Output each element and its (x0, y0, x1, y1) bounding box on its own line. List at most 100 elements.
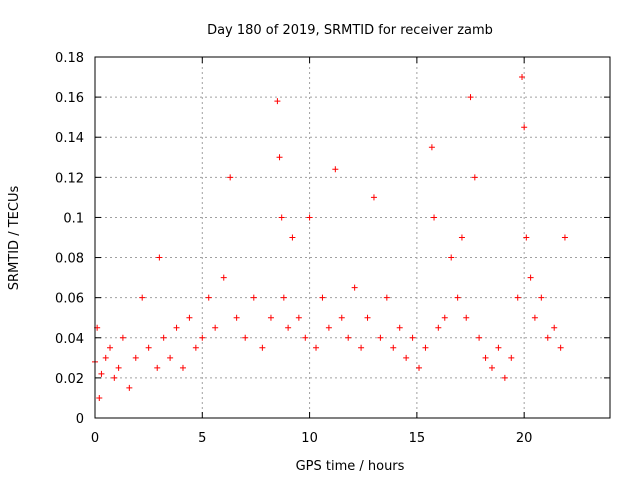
data-point (186, 314, 193, 321)
data-point (416, 364, 423, 371)
y-tick-label: 0.08 (55, 252, 84, 267)
data-point (274, 98, 281, 105)
data-point (227, 174, 234, 181)
data-point (370, 194, 377, 201)
data-point (488, 364, 495, 371)
data-point (259, 344, 266, 351)
y-tick-label: 0.18 (55, 51, 84, 66)
data-point (383, 294, 390, 301)
data-point (119, 334, 126, 341)
data-point (98, 370, 105, 377)
data-point (107, 344, 114, 351)
data-point (508, 354, 515, 361)
data-point (220, 274, 227, 281)
data-point (422, 344, 429, 351)
data-point (313, 344, 320, 351)
plot-frame (94, 56, 611, 419)
data-point (514, 294, 521, 301)
data-point (435, 324, 442, 331)
x-tick-label: 0 (91, 431, 99, 446)
data-point (295, 314, 302, 321)
data-point (156, 254, 163, 261)
y-axis-ticks: 0 0.02 0.04 0.06 0.08 0.1 0.12 0.14 0.16 0.18 (55, 51, 610, 427)
data-point (154, 364, 161, 371)
x-tick-label: 5 (198, 431, 206, 446)
data-point (463, 314, 470, 321)
data-point (173, 324, 180, 331)
data-point (454, 294, 461, 301)
data-point (306, 214, 313, 221)
data-point (345, 334, 352, 341)
data-point (233, 314, 240, 321)
data-point (519, 74, 526, 81)
data-points (92, 74, 568, 401)
data-point (192, 344, 199, 351)
x-axis-ticks: 0 5 10 15 20 (91, 57, 533, 446)
data-point (242, 334, 249, 341)
data-point (377, 334, 384, 341)
data-point (482, 354, 489, 361)
data-point (501, 374, 508, 381)
data-point (111, 374, 118, 381)
data-point (557, 344, 564, 351)
data-point (467, 94, 474, 101)
y-tick-label: 0.16 (55, 91, 84, 106)
data-point (145, 344, 152, 351)
data-point (276, 154, 283, 161)
data-point (139, 294, 146, 301)
x-tick-label: 15 (409, 431, 426, 446)
data-point (471, 174, 478, 181)
data-point (431, 214, 438, 221)
data-point (302, 334, 309, 341)
y-tick-label: 0.06 (55, 292, 84, 307)
data-point (267, 314, 274, 321)
data-point (289, 234, 296, 241)
data-point (280, 294, 287, 301)
data-point (544, 334, 551, 341)
data-point (523, 234, 530, 241)
data-point (199, 334, 206, 341)
data-point (126, 384, 133, 391)
data-point (319, 294, 326, 301)
data-point (561, 234, 568, 241)
data-point (448, 254, 455, 261)
data-point (538, 294, 545, 301)
data-point (351, 284, 358, 291)
data-point (476, 334, 483, 341)
data-point (551, 324, 558, 331)
data-point (441, 314, 448, 321)
data-point (332, 166, 339, 173)
grid (95, 57, 610, 418)
y-tick-label: 0.02 (55, 372, 84, 387)
data-point (531, 314, 538, 321)
data-point (212, 324, 219, 331)
x-axis-label: GPS time / hours (296, 459, 405, 474)
data-point (250, 294, 257, 301)
data-point (115, 364, 122, 371)
data-point (179, 364, 186, 371)
data-point (428, 144, 435, 151)
data-point (325, 324, 332, 331)
data-point (358, 344, 365, 351)
y-axis-label: SRMTID / TECUs (7, 186, 22, 291)
data-point (364, 314, 371, 321)
x-tick-label: 20 (516, 431, 533, 446)
data-point (96, 394, 103, 401)
data-point (285, 324, 292, 331)
y-tick-label: 0.12 (55, 171, 84, 186)
data-point (205, 294, 212, 301)
y-tick-label: 0.1 (63, 211, 84, 226)
data-point (278, 214, 285, 221)
data-point (102, 354, 109, 361)
data-point (527, 274, 534, 281)
data-point (132, 354, 139, 361)
data-point (160, 334, 167, 341)
y-tick-label: 0 (76, 412, 84, 427)
data-point (403, 354, 410, 361)
data-point (495, 344, 502, 351)
data-point (167, 354, 174, 361)
x-tick-label: 10 (301, 431, 318, 446)
data-point (396, 324, 403, 331)
data-point (338, 314, 345, 321)
